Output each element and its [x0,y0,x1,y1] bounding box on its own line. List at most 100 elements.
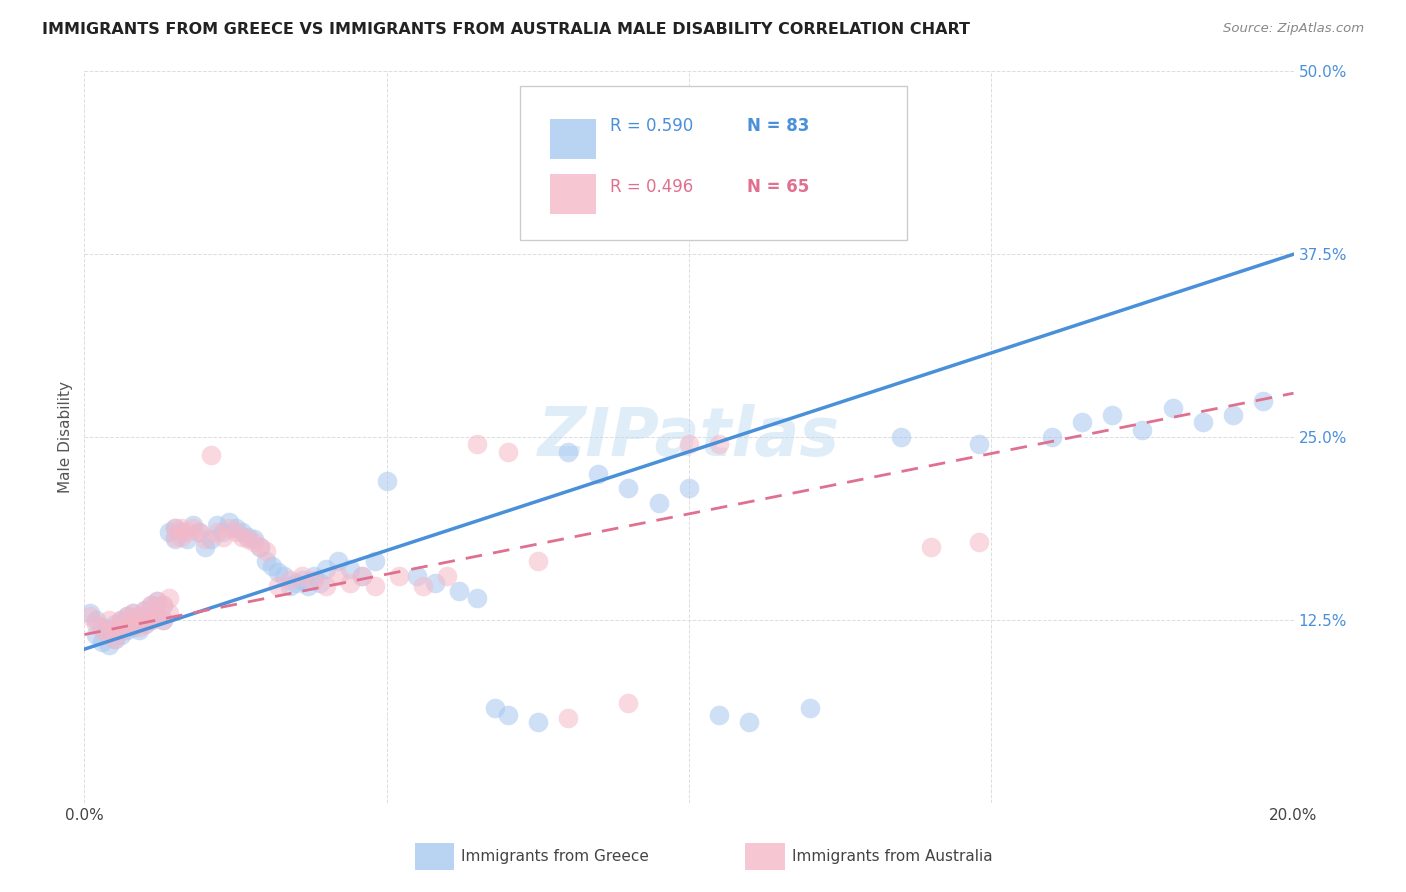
Point [328,554,350,568]
Point [188,525,211,540]
Point [134,603,156,617]
Point [121,606,143,620]
Point [406,569,429,583]
Point [152,613,174,627]
Point [302,569,325,583]
Point [104,632,127,646]
Point [496,444,519,458]
Point [170,530,193,544]
Point [375,474,398,488]
Point [236,530,259,544]
Point [146,594,169,608]
Point [104,617,127,632]
Point [449,583,471,598]
Point [139,599,162,613]
Point [496,708,519,723]
Point [146,608,169,623]
Point [423,576,446,591]
Point [388,569,411,583]
Point [647,496,671,510]
Point [260,558,283,573]
Point [91,620,114,634]
Point [115,608,138,623]
Point [678,481,700,495]
Point [242,535,264,549]
Point [284,576,308,591]
Text: N = 65: N = 65 [747,178,810,196]
Point [176,525,198,540]
Point [309,576,332,591]
Point [709,708,731,723]
Point [1161,401,1184,415]
Point [267,565,290,579]
Y-axis label: Male Disability: Male Disability [58,381,73,493]
FancyBboxPatch shape [550,174,596,214]
Point [678,437,700,451]
Point [617,481,640,495]
Point [163,521,186,535]
Point [267,579,290,593]
Point [278,579,301,593]
Text: ZIPatlas: ZIPatlas [538,404,839,470]
Text: Immigrants from Australia: Immigrants from Australia [792,849,993,863]
Point [152,599,174,613]
Point [315,579,337,593]
Point [134,617,156,632]
Point [484,700,506,714]
Point [231,530,253,544]
Point [163,521,186,535]
Point [110,623,132,637]
Point [86,617,108,632]
FancyBboxPatch shape [520,86,907,240]
Point [363,579,385,593]
Point [181,521,204,535]
Point [188,525,211,540]
Point [194,540,217,554]
Point [110,613,132,627]
Text: IMMIGRANTS FROM GREECE VS IMMIGRANTS FROM AUSTRALIA MALE DISABILITY CORRELATION : IMMIGRANTS FROM GREECE VS IMMIGRANTS FRO… [42,22,970,37]
Point [467,437,489,451]
Point [157,591,180,605]
Point [557,711,579,725]
Point [526,715,548,730]
Point [920,540,942,554]
Point [163,533,186,547]
Point [200,448,222,462]
Point [769,130,792,145]
Point [97,613,120,627]
Point [86,613,108,627]
Point [352,569,374,583]
Point [146,608,169,623]
Point [134,603,156,617]
Point [97,623,120,637]
Point [1191,416,1213,430]
Point [139,613,162,627]
Point [194,533,217,547]
Point [297,579,319,593]
Point [79,608,101,623]
Point [91,635,114,649]
Point [363,554,385,568]
Point [709,437,731,451]
Point [225,525,247,540]
Point [328,569,350,583]
Point [110,613,132,627]
Point [339,576,361,591]
Point [249,540,271,554]
Point [170,525,193,540]
Point [412,579,434,593]
Point [139,613,162,627]
Point [799,700,821,714]
Point [339,562,361,576]
Point [1040,430,1063,444]
Point [91,623,114,637]
Point [1101,408,1123,422]
Point [176,533,198,547]
Point [207,525,229,540]
Point [157,525,180,540]
Point [254,544,277,558]
Point [1251,393,1274,408]
Point [146,594,169,608]
Point [110,627,132,641]
Point [236,533,259,547]
